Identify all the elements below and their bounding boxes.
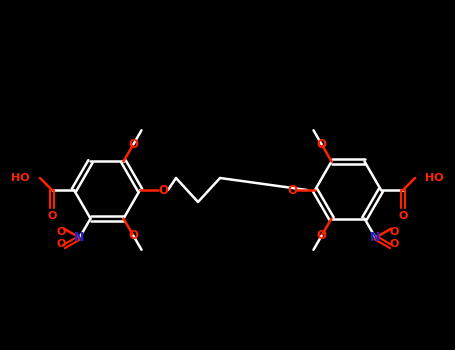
Text: O: O [158,183,168,196]
Text: O: O [128,138,138,150]
Text: O: O [47,211,57,221]
Text: O: O [56,239,66,248]
Text: O: O [398,211,408,221]
Text: O: O [56,227,66,237]
Text: O: O [317,229,327,243]
Text: O: O [389,227,399,237]
Text: HO: HO [11,173,30,183]
Text: O: O [287,183,297,196]
Text: O: O [317,138,327,150]
Text: N: N [74,231,85,244]
Text: HO: HO [425,173,444,183]
Text: O: O [128,229,138,243]
Text: N: N [370,231,381,244]
Text: O: O [389,239,399,248]
